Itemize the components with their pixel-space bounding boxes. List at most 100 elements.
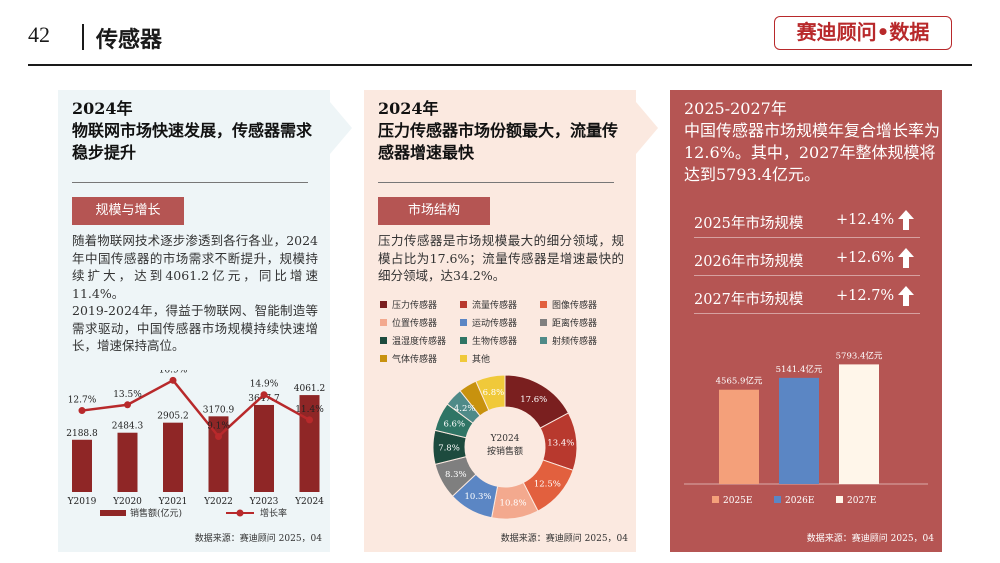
x-tick-Y2023: Y2023	[249, 497, 279, 507]
legend-label: 图像传感器	[552, 301, 598, 311]
panel1-body: 随着物联网技术逐步渗透到各行各业，2024年中国传感器的市场需求不断提升，规模持…	[72, 232, 318, 355]
forecast-legend-label: 2025E	[723, 496, 752, 506]
donut-center-label: 按销售额	[487, 445, 523, 457]
growth-point-Y2023	[260, 391, 268, 399]
panel1-arrow	[330, 102, 352, 154]
bar-label-Y2023: 3647.7	[248, 394, 280, 404]
growth-point-Y2019	[78, 407, 86, 415]
brand-logo: 赛迪顾问•数据	[774, 16, 952, 50]
legend-swatch	[380, 337, 387, 344]
bar-Y2024	[299, 395, 320, 492]
header-divider	[82, 24, 84, 50]
forecast-bar-2027E	[839, 364, 879, 484]
growth-point-Y2022	[215, 432, 222, 440]
bar-label-Y2024: 4061.2	[294, 384, 326, 394]
growth-point-Y2021	[169, 376, 177, 384]
legend-swatch	[380, 355, 387, 362]
bar-label-Y2021: 2905.2	[157, 412, 189, 422]
legend-item: 射频传感器	[540, 334, 597, 347]
donut-label-5: 10.3%	[465, 492, 492, 502]
forecast-legend-swatch	[836, 496, 843, 503]
legend-swatch	[540, 301, 547, 308]
bar-Y2020	[117, 432, 138, 492]
kpi-2026: 2026年市场规模 +12.6%	[694, 246, 920, 276]
growth-line	[81, 378, 311, 439]
legend-bar-swatch	[100, 510, 126, 516]
forecast-legend-label: 2027E	[847, 496, 876, 506]
panel1-heading-text: 物联网市场快速发展，传感器需求稳步提升	[72, 121, 313, 162]
legend-item: 气体传感器	[380, 352, 437, 365]
legend-label: 气体传感器	[392, 355, 438, 365]
panel1-body-1: 随着物联网技术逐步渗透到各行各业，2024年中国传感器的市场需求不断提升，规模持…	[72, 233, 318, 301]
panel1-tag: 规模与增长	[72, 197, 184, 225]
panel1-heading: 2024年 物联网市场快速发展，传感器需求稳步提升	[72, 98, 312, 164]
x-tick-Y2020: Y2020	[112, 497, 142, 507]
legend-label: 射频传感器	[552, 337, 598, 347]
legend-bar-label: 销售额(亿元)	[130, 507, 182, 519]
legend-item: 温湿度传感器	[380, 334, 446, 347]
panel-forecast: 2025-2027年 中国传感器市场规模年复合增长率为12.6%。其中，2027…	[670, 90, 942, 552]
legend-swatch	[380, 319, 387, 326]
arrow-up-icon	[898, 248, 914, 268]
legend-label: 运动传感器	[472, 319, 518, 329]
page-title: 传感器	[96, 27, 163, 53]
legend-item: 运动传感器	[460, 316, 517, 329]
legend-line-label: 增长率	[260, 507, 287, 519]
panel3-heading: 2025-2027年 中国传感器市场规模年复合增长率为12.6%。其中，2027…	[684, 98, 942, 186]
panel2-tag: 市场结构	[378, 197, 490, 225]
bar-Y2021	[163, 422, 183, 492]
kpi-2025-value: +12.4%	[836, 212, 895, 228]
donut-label-7: 7.8%	[438, 443, 460, 453]
donut-label-2: 13.4%	[547, 438, 574, 448]
panel2-heading-year: 2024年	[378, 99, 439, 118]
donut-center-year: Y2024	[490, 434, 520, 444]
panel3-heading-year: 2025-2027年	[684, 99, 787, 118]
forecast-bar-chart: 4565.9亿元 5141.4亿元 5793.4亿元 2025E 2026E 2027E	[684, 350, 928, 506]
legend-swatch	[460, 355, 467, 362]
forecast-legend-swatch	[712, 496, 719, 503]
legend-label: 压力传感器	[392, 301, 438, 311]
forecast-bar-label-2025E: 4565.9亿元	[716, 376, 763, 387]
donut-chart: 17.6% 13.4% 12.5% 10.8% 10.3% 8.3% 7.8% 6.6% 4.2…	[432, 374, 578, 520]
growth-point-Y2020	[124, 401, 131, 409]
legend-swatch	[380, 301, 387, 308]
kpi-2025: 2025年市场规模 +12.4%	[694, 208, 920, 238]
legend-label: 距离传感器	[552, 319, 598, 329]
forecast-bar-label-2026E: 5141.4亿元	[776, 364, 823, 375]
donut-label-8: 6.6%	[443, 419, 465, 429]
donut-slice-11	[475, 374, 506, 412]
legend-label: 流量传感器	[472, 301, 518, 311]
sales-growth-chart: 2188.8 2484.3 2905.2 3170.9 3647.7 4061.2 12.…	[66, 370, 326, 519]
legend-swatch	[460, 301, 467, 308]
donut-label-3: 12.5%	[534, 480, 561, 490]
growth-label-Y2024: 11.4%	[295, 405, 324, 415]
panel3-heading-text: 中国传感器市场规模年复合增长率为12.6%。其中，2027年整体规模将达到579…	[684, 121, 941, 184]
page-number: 42	[28, 22, 50, 47]
panel2-source: 数据来源：赛迪顾问 2025，04	[500, 534, 628, 544]
growth-label-Y2023: 14.9%	[250, 380, 279, 390]
kpi-2025-label: 2025年市场规模	[694, 216, 804, 232]
bar-Y2023	[254, 404, 274, 492]
panel2-arrow	[636, 102, 658, 154]
panel1-heading-year: 2024年	[72, 99, 133, 118]
legend-swatch	[460, 319, 467, 326]
bar-Y2022	[208, 416, 229, 492]
growth-label-Y2020: 13.5%	[113, 390, 142, 400]
kpi-2027: 2027年市场规模 +12.7%	[694, 284, 920, 314]
donut-label-1: 17.6%	[520, 395, 547, 405]
panel1-source: 数据来源：赛迪顾问 2025，04	[194, 534, 322, 544]
arrow-up-icon	[898, 286, 914, 306]
growth-label-Y2019: 12.7%	[68, 396, 97, 406]
kpi-2027-value: +12.7%	[836, 288, 895, 304]
x-tick-Y2019: Y2019	[67, 497, 97, 507]
legend-item: 距离传感器	[540, 316, 597, 329]
donut-label-4: 10.8%	[500, 498, 527, 508]
growth-label-Y2022: 9.1%	[207, 421, 230, 431]
bar-label-Y2019: 2188.8	[66, 429, 98, 439]
legend-item: 图像传感器	[540, 298, 597, 311]
arrow-up-icon	[898, 210, 914, 230]
panel1-divider	[72, 182, 308, 183]
forecast-legend-swatch	[774, 496, 781, 503]
kpi-2026-label: 2026年市场规模	[694, 254, 804, 270]
header-rule	[28, 64, 972, 66]
